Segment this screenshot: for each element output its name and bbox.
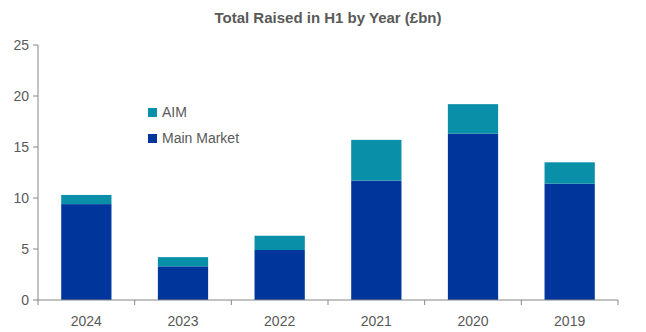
x-tick bbox=[521, 300, 522, 305]
y-tick bbox=[33, 96, 38, 97]
bar bbox=[158, 266, 208, 300]
x-tick-label: 2022 bbox=[264, 313, 295, 329]
bar bbox=[351, 140, 401, 181]
y-tick bbox=[33, 300, 38, 301]
bar bbox=[61, 195, 111, 204]
y-tick-label: 15 bbox=[13, 139, 29, 155]
y-tick-label: 5 bbox=[21, 241, 29, 257]
y-tick bbox=[33, 147, 38, 148]
y-tick bbox=[33, 45, 38, 46]
legend-label: Main Market bbox=[162, 130, 239, 146]
y-tick-label: 0 bbox=[21, 292, 29, 308]
bar bbox=[255, 250, 305, 300]
x-tick bbox=[38, 300, 39, 305]
y-tick-label: 25 bbox=[13, 37, 29, 53]
bar bbox=[448, 134, 498, 300]
bar bbox=[158, 257, 208, 266]
x-tick-label: 2020 bbox=[457, 313, 488, 329]
x-tick bbox=[424, 300, 425, 305]
x-tick bbox=[231, 300, 232, 305]
bars bbox=[61, 104, 595, 300]
bar bbox=[61, 204, 111, 300]
x-tick-label: 2023 bbox=[167, 313, 198, 329]
bar bbox=[255, 236, 305, 250]
y-tick bbox=[33, 198, 38, 199]
x-tick-label: 2019 bbox=[554, 313, 585, 329]
x-tick bbox=[618, 300, 619, 305]
bar bbox=[448, 104, 498, 134]
legend-swatch bbox=[148, 134, 157, 143]
bar bbox=[545, 162, 595, 183]
x-tick-label: 2021 bbox=[361, 313, 392, 329]
y-tick-label: 10 bbox=[13, 190, 29, 206]
legend-swatch bbox=[148, 108, 157, 117]
y-axis bbox=[38, 45, 39, 300]
y-tick-label: 20 bbox=[13, 88, 29, 104]
x-tick bbox=[134, 300, 135, 305]
title: Total Raised in H1 by Year (£bn) bbox=[214, 9, 441, 26]
x-tick-label: 2024 bbox=[71, 313, 102, 329]
bar bbox=[545, 184, 595, 300]
x-tick bbox=[328, 300, 329, 305]
y-tick bbox=[33, 249, 38, 250]
bar bbox=[351, 181, 401, 300]
chart: Total Raised in H1 by Year (£bn) 0 5 10 15 20… bbox=[0, 0, 646, 332]
legend-label: AIM bbox=[162, 104, 187, 120]
